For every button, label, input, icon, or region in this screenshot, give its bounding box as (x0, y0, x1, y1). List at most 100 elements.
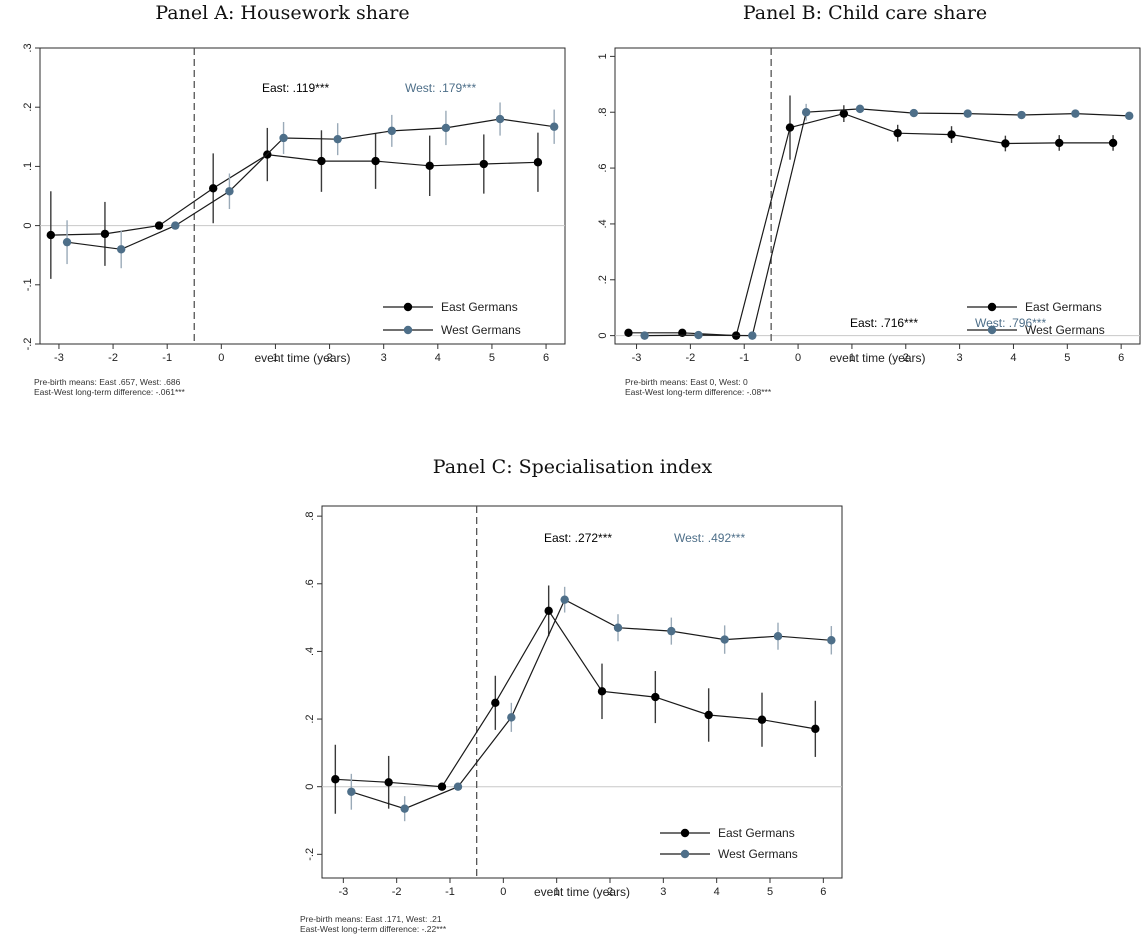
data-point (801, 108, 811, 117)
data-point (317, 156, 326, 166)
data-point (437, 782, 447, 791)
data-point (720, 635, 729, 644)
data-point (893, 128, 902, 138)
footnote: Pre-birth means: East 0, West: 0 (625, 377, 748, 387)
x-tick-label: 1 (554, 886, 560, 898)
data-point (773, 632, 783, 641)
west-coefficient-label: West: .492*** (674, 531, 745, 545)
legend-label: East Germans (441, 300, 518, 314)
data-point (371, 156, 380, 166)
x-tick-label: 4 (714, 886, 720, 898)
legend-marker (403, 325, 413, 335)
legend-label: East Germans (1025, 300, 1102, 314)
x-tick-label: 3 (957, 352, 963, 364)
data-point (425, 161, 434, 171)
data-point (667, 626, 676, 636)
series-line (50, 153, 538, 236)
y-tick-label: .3 (22, 43, 34, 52)
x-tick-label: -3 (632, 352, 642, 364)
series-line (628, 112, 1114, 337)
data-point (640, 331, 649, 340)
data-point (100, 229, 110, 239)
data-point (909, 108, 919, 118)
x-tick-label: 5 (767, 886, 773, 898)
plot-area (614, 47, 1141, 345)
data-point (208, 184, 218, 193)
data-point (453, 782, 463, 791)
x-tick-label: 2 (607, 886, 613, 898)
data-point (62, 237, 72, 247)
data-point (1125, 111, 1134, 121)
x-tick-label: 1 (272, 352, 278, 364)
y-tick-label: .8 (304, 512, 316, 521)
data-point (479, 159, 489, 169)
data-point (331, 775, 340, 784)
legend-label: West Germans (441, 323, 521, 337)
x-tick-label: 4 (1010, 352, 1016, 364)
y-tick-label: .4 (597, 219, 609, 228)
east-coefficient-label: East: .716*** (850, 316, 918, 330)
x-tick-label: -1 (739, 352, 749, 364)
series-east (624, 95, 1118, 340)
series-west (62, 102, 559, 269)
legend-label: East Germans (718, 826, 795, 840)
data-point (694, 330, 703, 340)
plot-area (321, 505, 843, 879)
data-point (597, 687, 607, 696)
data-point (400, 804, 409, 813)
x-axis-label: event time (years) (534, 885, 630, 899)
series-line (644, 108, 1130, 337)
y-tick-label: -.2 (304, 848, 316, 861)
data-point (811, 724, 820, 734)
x-tick-label: 5 (489, 352, 495, 364)
data-point (1055, 138, 1064, 148)
legend-marker (680, 828, 690, 838)
data-point (1001, 139, 1010, 148)
y-tick-label: -.1 (22, 278, 34, 291)
y-tick-label: 0 (597, 333, 609, 339)
east-coefficient-label: East: .119*** (262, 81, 329, 95)
data-point (624, 328, 633, 338)
y-tick-label: .6 (597, 163, 609, 172)
west-coefficient-label: West: .179*** (405, 81, 476, 95)
footnote: East-West long-term difference: -.08*** (625, 387, 772, 397)
x-tick-label: 3 (660, 886, 666, 898)
y-tick-label: .6 (304, 579, 316, 588)
x-tick-label: 5 (1064, 352, 1070, 364)
data-point (441, 123, 451, 133)
data-point (704, 710, 713, 720)
y-tick-label: .1 (22, 162, 34, 171)
data-point (154, 221, 164, 230)
panel-a-chart: -.2 -.1 0 .1 .2 .3 -3 -2 -1 0 1 2 3 4 5 6 event time (ye… (22, 43, 566, 397)
x-axis-label: event time (years) (829, 351, 925, 365)
footnote: East-West long-term difference: -.22*** (300, 924, 447, 934)
data-point (225, 187, 234, 196)
x-tick-label: 6 (820, 886, 826, 898)
series-east (46, 127, 543, 279)
data-point (560, 595, 569, 604)
footnote: Pre-birth means: East .171, West: .21 (300, 914, 442, 924)
legend-marker (403, 302, 413, 312)
x-tick-label: -2 (108, 352, 118, 364)
legend-marker (987, 325, 997, 335)
data-point (116, 245, 126, 254)
data-point (387, 126, 397, 136)
data-point (533, 158, 543, 167)
data-point (544, 606, 553, 616)
legend-marker (680, 849, 690, 859)
data-point (827, 636, 836, 645)
data-point (1017, 110, 1026, 120)
data-point (495, 114, 505, 124)
data-point (1071, 109, 1080, 118)
data-point (748, 331, 757, 340)
y-tick-label: .4 (304, 647, 316, 656)
x-tick-label: 1 (849, 352, 855, 364)
panel-c-chart: -.2 0 .2 .4 .6 .8 -3 -2 -1 0 1 2 3 4 5 6 event time (yea… (300, 505, 843, 934)
series-east (331, 585, 820, 814)
x-tick-label: 3 (381, 352, 387, 364)
x-tick-label: -1 (162, 352, 172, 364)
x-tick-label: 0 (795, 352, 801, 364)
x-tick-label: -2 (685, 352, 695, 364)
footnote: Pre-birth means: East .657, West: .686 (34, 377, 181, 387)
